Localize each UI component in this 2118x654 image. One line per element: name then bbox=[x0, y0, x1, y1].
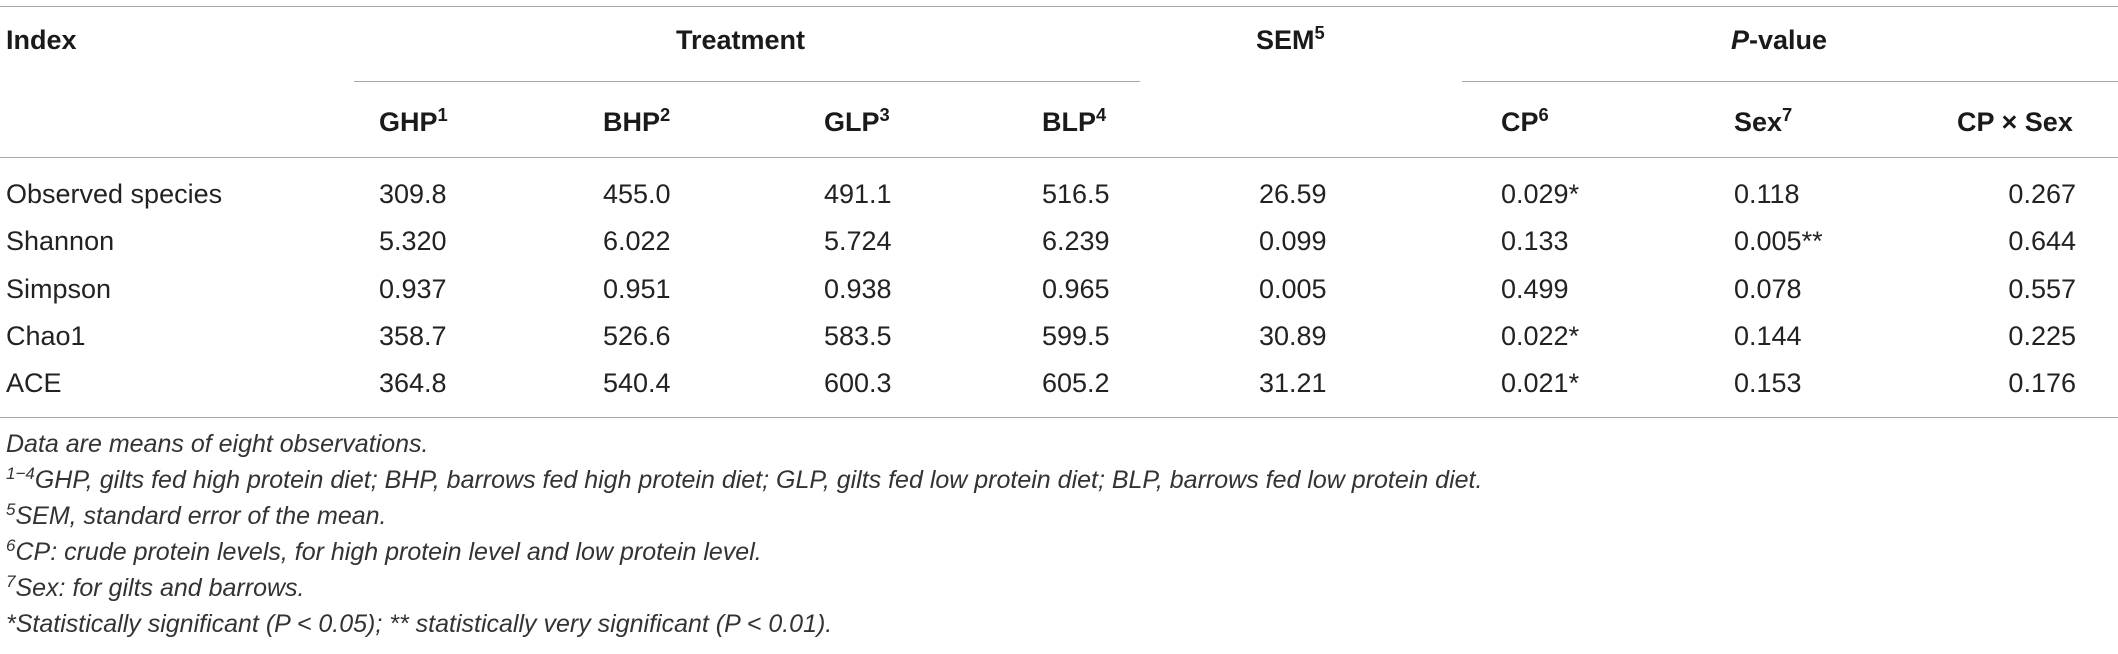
row-ghp-cell: 0.937 bbox=[379, 274, 447, 304]
top-rule bbox=[0, 6, 2118, 7]
pvalue-group-rule bbox=[1462, 81, 2118, 82]
row-sex-cell: 0.153 bbox=[1734, 368, 1802, 398]
footnote-sem: 5SEM, standard error of the mean. bbox=[6, 499, 387, 530]
row-cp-cell: 0.021* bbox=[1501, 368, 1580, 398]
header-cp: CP6 bbox=[1501, 103, 1549, 137]
header-blp: BLP4 bbox=[1042, 103, 1107, 137]
row-sex-cell: 0.078 bbox=[1734, 274, 1802, 304]
row-bhp-cell: 526.6 bbox=[603, 321, 671, 351]
row-sex-cell: 0.118 bbox=[1734, 179, 1800, 209]
header-cp-x-sex: CP × Sex bbox=[1957, 107, 2073, 137]
row-cp-cell: 0.133 bbox=[1501, 226, 1569, 256]
footnote-cp: 6CP: crude protein levels, for high prot… bbox=[6, 535, 762, 566]
header-bhp: BHP2 bbox=[603, 103, 671, 137]
row-bhp-cell: 540.4 bbox=[603, 368, 671, 398]
row-sem-cell: 31.21 bbox=[1259, 368, 1327, 398]
header-rule bbox=[0, 157, 2118, 158]
row-index-cell: Observed species bbox=[6, 179, 223, 209]
header-sem: SEM5 bbox=[1256, 21, 1325, 55]
row-blp-cell: 0.965 bbox=[1042, 274, 1110, 304]
footnote-significance: *Statistically significant (P < 0.05); *… bbox=[6, 610, 833, 638]
row-cpxsex-cell: 0.267 bbox=[2008, 179, 2076, 209]
row-cpxsex-cell: 0.644 bbox=[2008, 226, 2076, 256]
row-sem-cell: 0.099 bbox=[1259, 226, 1327, 256]
row-glp-cell: 0.938 bbox=[824, 274, 892, 304]
row-glp-cell: 491.1 bbox=[824, 179, 892, 209]
row-cp-cell: 0.499 bbox=[1501, 274, 1569, 304]
row-cpxsex-cell: 0.225 bbox=[2008, 321, 2076, 351]
row-bhp-cell: 0.951 bbox=[603, 274, 671, 304]
row-ghp-cell: 309.8 bbox=[379, 179, 447, 209]
row-index-cell: Simpson bbox=[6, 274, 112, 304]
row-sem-cell: 0.005 bbox=[1259, 274, 1327, 304]
row-blp-cell: 605.2 bbox=[1042, 368, 1110, 398]
footnote-means: Data are means of eight observations. bbox=[6, 430, 429, 458]
row-sex-cell: 0.144 bbox=[1734, 321, 1802, 351]
bottom-rule bbox=[0, 417, 2118, 418]
row-index-cell: ACE bbox=[6, 368, 62, 398]
row-index-cell: Shannon bbox=[6, 226, 115, 256]
row-blp-cell: 6.239 bbox=[1042, 226, 1110, 256]
row-sem-cell: 26.59 bbox=[1259, 179, 1327, 209]
treatment-group-rule bbox=[354, 81, 1140, 82]
row-sem-cell: 30.89 bbox=[1259, 321, 1327, 351]
row-ghp-cell: 358.7 bbox=[379, 321, 447, 351]
row-ghp-cell: 364.8 bbox=[379, 368, 447, 398]
row-index-cell: Chao1 bbox=[6, 321, 86, 351]
row-sex-cell: 0.005** bbox=[1734, 226, 1823, 256]
row-ghp-cell: 5.320 bbox=[379, 226, 447, 256]
footnote-treatments: 1−4GHP, gilts fed high protein diet; BHP… bbox=[6, 463, 1483, 494]
row-bhp-cell: 455.0 bbox=[603, 179, 671, 209]
row-bhp-cell: 6.022 bbox=[603, 226, 671, 256]
row-cpxsex-cell: 0.176 bbox=[2008, 368, 2076, 398]
header-pvalue: P-value bbox=[1731, 25, 1828, 55]
row-cp-cell: 0.022* bbox=[1501, 321, 1580, 351]
row-blp-cell: 599.5 bbox=[1042, 321, 1110, 351]
row-cpxsex-cell: 0.557 bbox=[2008, 274, 2076, 304]
row-glp-cell: 5.724 bbox=[824, 226, 892, 256]
row-blp-cell: 516.5 bbox=[1042, 179, 1110, 209]
header-index: Index bbox=[6, 25, 77, 55]
header-treatment: Treatment bbox=[676, 25, 806, 55]
footnote-sex: 7Sex: for gilts and barrows. bbox=[6, 571, 305, 602]
header-sex: Sex7 bbox=[1734, 103, 1793, 137]
row-cp-cell: 0.029* bbox=[1501, 179, 1580, 209]
row-glp-cell: 600.3 bbox=[824, 368, 892, 398]
header-ghp: GHP1 bbox=[379, 103, 448, 137]
header-glp: GLP3 bbox=[824, 103, 890, 137]
row-glp-cell: 583.5 bbox=[824, 321, 892, 351]
